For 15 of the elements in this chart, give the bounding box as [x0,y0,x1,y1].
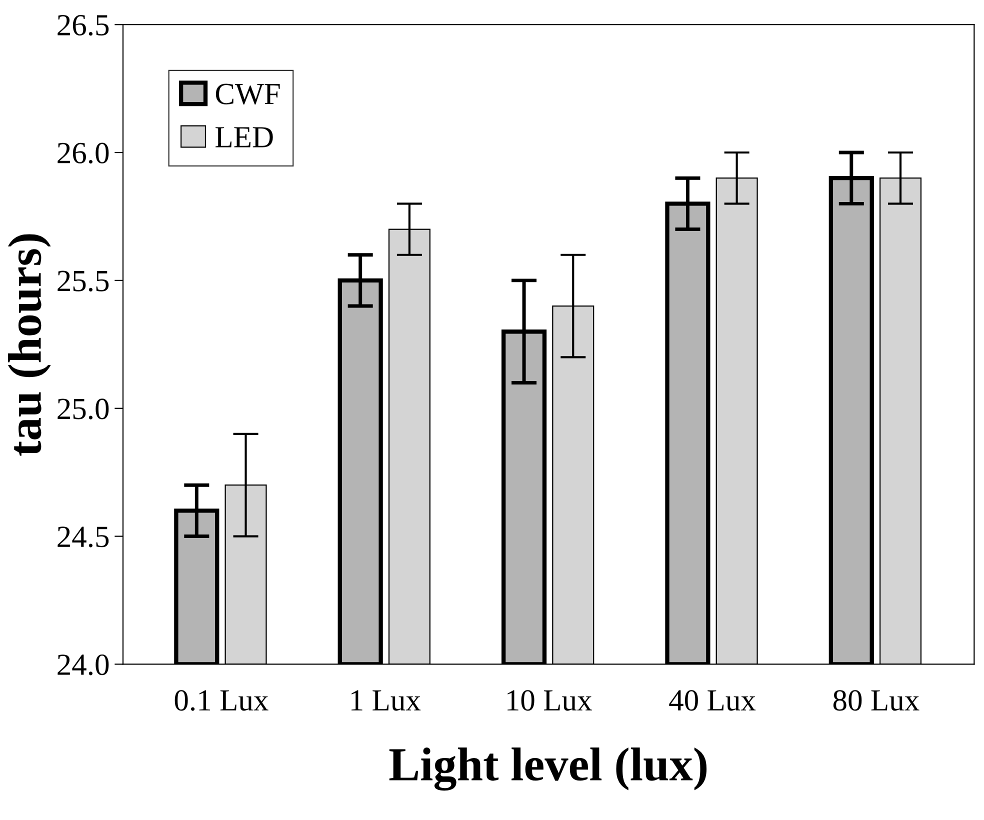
x-tick-label: 80 Lux [833,690,920,711]
x-tick-label: 1 Lux [352,690,421,711]
x-axis-title: Light level (lux) [389,747,707,791]
legend-label: CWF [216,84,280,105]
x-tick-label: 0.1 Lux [174,690,268,711]
y-tick-label: 25.5 [58,270,109,292]
y-tick-label: 26.0 [58,142,109,164]
legend-label: LED [216,127,273,148]
y-tick-label: 26.5 [58,14,109,36]
y-tick-label: 24.0 [58,654,109,676]
y-tick-label: 25.0 [58,398,109,420]
x-tick-label: 10 Lux [508,690,592,711]
x-tick-label: 40 Lux [669,690,756,711]
y-axis-title: tau (hours) [8,234,51,456]
y-tick-label: 24.5 [58,526,109,548]
